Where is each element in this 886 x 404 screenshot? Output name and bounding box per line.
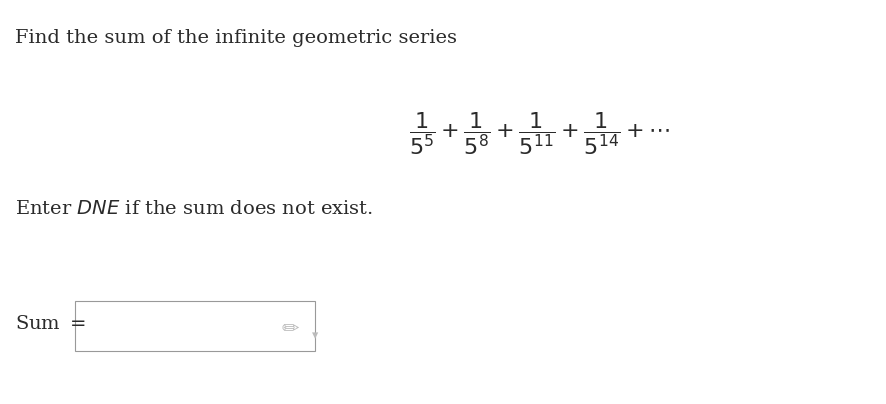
Text: Sum $=$: Sum $=$ (15, 315, 86, 333)
Text: ✏: ✏ (281, 318, 299, 338)
FancyBboxPatch shape (75, 301, 315, 351)
Text: Find the sum of the infinite geometric series: Find the sum of the infinite geometric s… (15, 29, 457, 47)
Text: Enter $\mathit{DNE}$ if the sum does not exist.: Enter $\mathit{DNE}$ if the sum does not… (15, 200, 373, 218)
Text: $\dfrac{1}{5^5} + \dfrac{1}{5^8} + \dfrac{1}{5^{11}} + \dfrac{1}{5^{14}} + \cdot: $\dfrac{1}{5^5} + \dfrac{1}{5^8} + \dfra… (409, 111, 671, 157)
Text: ▾: ▾ (312, 330, 318, 343)
